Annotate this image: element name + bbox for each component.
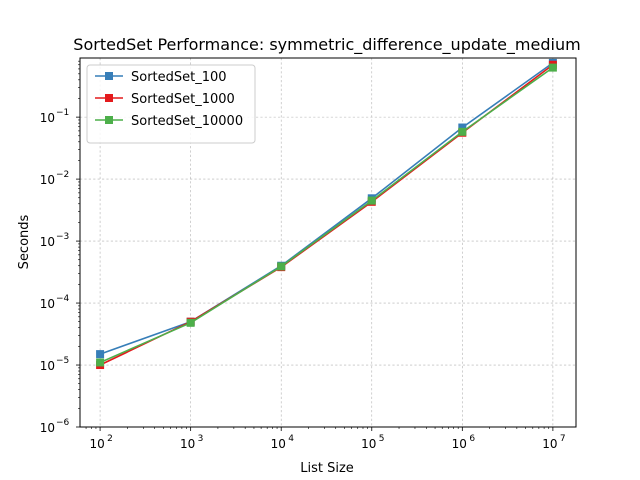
series-layer	[96, 58, 557, 370]
x-tick-label: 10	[542, 437, 557, 451]
legend-marker	[105, 72, 113, 80]
data-point	[186, 318, 195, 327]
series-SortedSet_10000	[96, 63, 557, 367]
series-line	[99, 62, 554, 355]
y-tick-label: 10	[40, 173, 55, 187]
x-tick-exponent: 5	[379, 434, 385, 444]
legend-entry: SortedSet_100	[95, 70, 227, 85]
legend-marker	[105, 116, 113, 124]
y-tick-label: 10	[40, 359, 55, 373]
x-tick-label: 10	[271, 437, 286, 451]
x-tick-label: 10	[180, 437, 195, 451]
y-tick-label: 10	[40, 297, 55, 311]
legend: SortedSet_100 SortedSet_1000 SortedSet_100…	[86, 64, 256, 144]
data-point	[96, 358, 105, 367]
y-tick-label: 10	[40, 235, 55, 249]
chart-title: SortedSet Performance: symmetric_differe…	[73, 35, 580, 55]
data-point	[96, 350, 105, 359]
x-tick-label: 10	[89, 437, 104, 451]
y-tick-exponent: −1	[56, 108, 69, 118]
legend-label: SortedSet_10000	[131, 114, 243, 129]
data-point	[277, 262, 286, 271]
legend-label: SortedSet_100	[131, 70, 227, 85]
axis-ticks: 10 2 10 3 10 4 10 5 10 6 10 710 −610 −510 −410 −310 −210…	[40, 60, 566, 451]
y-tick-label: 10	[40, 421, 55, 435]
x-tick-exponent: 3	[198, 434, 204, 444]
data-point	[458, 123, 467, 132]
data-point	[367, 196, 376, 205]
data-point	[458, 127, 467, 136]
legend-box	[86, 64, 256, 144]
y-tick-exponent: −6	[56, 418, 70, 428]
y-axis-label: Seconds	[17, 214, 32, 269]
x-axis-label: List Size	[300, 461, 354, 476]
legend-label: SortedSet_1000	[131, 92, 235, 107]
x-tick-exponent: 4	[288, 434, 294, 444]
x-tick-exponent: 7	[560, 434, 566, 444]
x-tick-label: 10	[361, 437, 376, 451]
legend-entry: SortedSet_1000	[95, 92, 235, 107]
x-tick-exponent: 2	[107, 434, 113, 444]
y-tick-exponent: −4	[56, 294, 70, 304]
legend-entry: SortedSet_10000	[95, 114, 243, 129]
y-tick-label: 10	[40, 111, 55, 125]
x-tick-label: 10	[452, 437, 467, 451]
x-tick-exponent: 6	[469, 434, 475, 444]
y-tick-exponent: −2	[56, 170, 69, 180]
y-tick-exponent: −3	[56, 232, 69, 242]
series-line	[99, 66, 554, 364]
y-tick-exponent: −5	[56, 356, 69, 366]
data-point	[548, 63, 557, 72]
plot-area-frame	[79, 57, 577, 428]
legend-marker	[105, 94, 113, 102]
